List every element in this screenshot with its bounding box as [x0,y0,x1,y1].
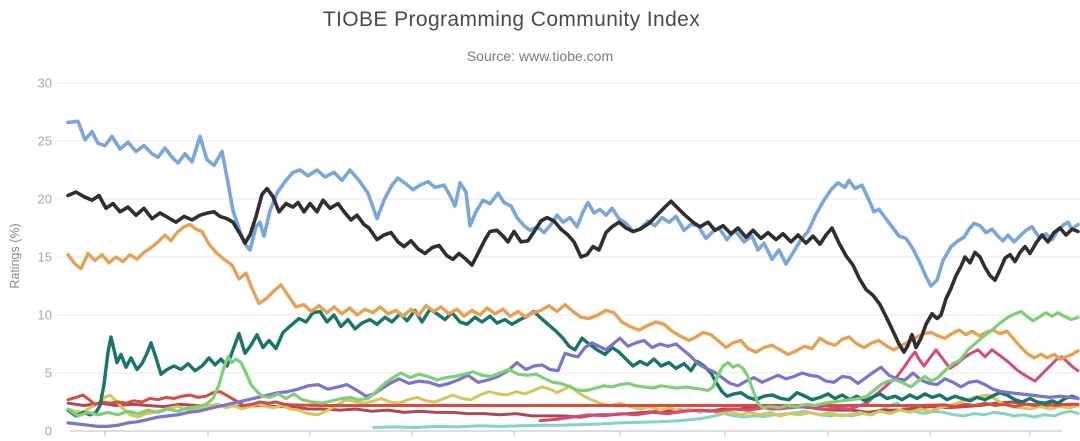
y-tick-label-10: 10 [38,308,52,323]
y-tick-label-20: 20 [38,192,52,207]
y-tick-label-0: 0 [45,424,52,439]
series-cyan-line [372,401,1080,429]
y-tick-label-15: 15 [38,250,52,265]
y-tick-label-5: 5 [45,366,52,381]
series-red-line [66,390,1080,409]
series-orange-line [66,222,1080,361]
series-black-line [66,186,1080,354]
y-tick-label-25: 25 [38,134,52,149]
chart-subtitle: Source: www.tiobe.com [466,48,614,64]
series-yellow-line [66,384,1080,419]
series-blue-line [66,119,1080,288]
series-pink-line [538,348,1080,423]
series-light-green-line [66,309,1080,418]
chart-title: TIOBE Programming Community Index [322,8,701,31]
y-tick-label-30: 30 [38,76,52,91]
series-teal-line [66,307,1080,418]
